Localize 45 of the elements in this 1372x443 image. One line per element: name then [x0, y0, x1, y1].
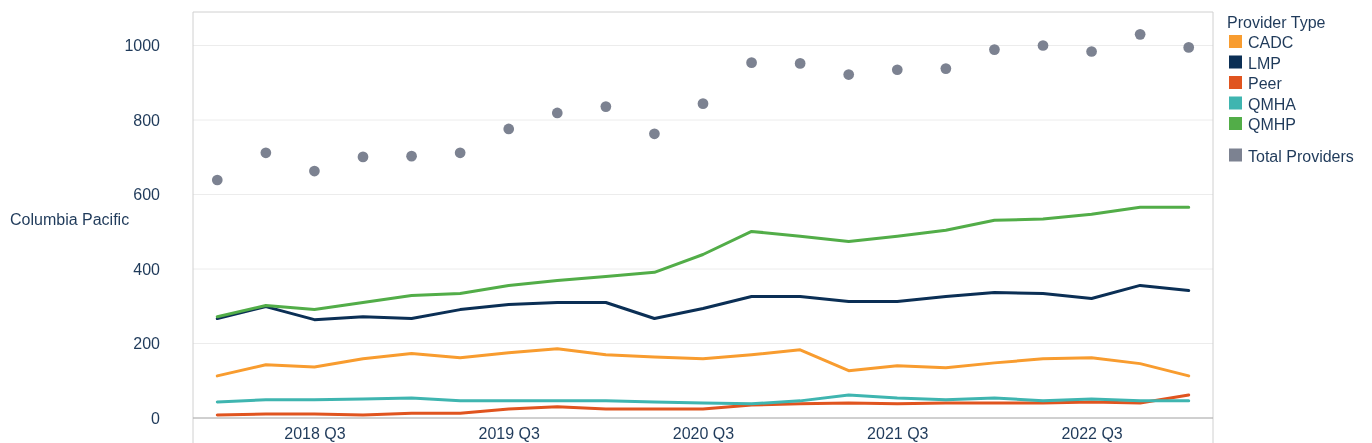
legend-label: CADC — [1248, 34, 1294, 51]
point — [260, 147, 272, 159]
legend-label: LMP — [1248, 54, 1281, 72]
y-tick-label: 200 — [133, 335, 161, 353]
point — [454, 147, 466, 159]
x-tick-label: 2020 Q3 — [672, 424, 735, 442]
point — [600, 101, 612, 112]
point — [1086, 46, 1097, 57]
point — [357, 151, 369, 163]
x-tick-label: 2021 Q3 — [867, 424, 929, 442]
point — [940, 63, 952, 74]
y-tick-label: 0 — [151, 409, 161, 427]
y-axis-title: Columbia Pacific — [10, 211, 130, 228]
legend-label: Total Providers — [1248, 147, 1354, 165]
point — [406, 150, 417, 162]
point — [1183, 42, 1195, 53]
line-series — [215, 205, 1191, 319]
point — [746, 57, 757, 68]
line-series — [215, 393, 1191, 417]
y-tick-label: 600 — [133, 186, 161, 204]
x-tick-label: 2022 Q3 — [1061, 424, 1123, 442]
line-series — [215, 347, 1191, 378]
legend-label: QMHA — [1248, 95, 1297, 113]
line-series — [215, 283, 1191, 322]
y-tick-label: 400 — [133, 260, 161, 278]
point — [1134, 29, 1146, 40]
point — [1037, 40, 1049, 51]
y-tick-label: 1000 — [124, 37, 161, 55]
point — [309, 165, 320, 177]
point — [551, 107, 563, 119]
point — [503, 123, 515, 135]
x-tick-label: 2018 Q3 — [284, 424, 346, 442]
legend-label: Peer — [1248, 75, 1283, 92]
y-tick-label: 800 — [133, 111, 161, 129]
point — [891, 64, 903, 76]
point — [843, 69, 855, 80]
point — [794, 58, 806, 69]
line-series — [215, 393, 1191, 406]
point — [697, 98, 709, 109]
legend-label: QMHP — [1248, 116, 1296, 133]
point — [989, 44, 1000, 55]
x-tick-label: 2019 Q3 — [478, 424, 540, 442]
point — [649, 128, 660, 140]
point — [211, 174, 223, 186]
legend-title: Provider Type — [1227, 14, 1326, 31]
